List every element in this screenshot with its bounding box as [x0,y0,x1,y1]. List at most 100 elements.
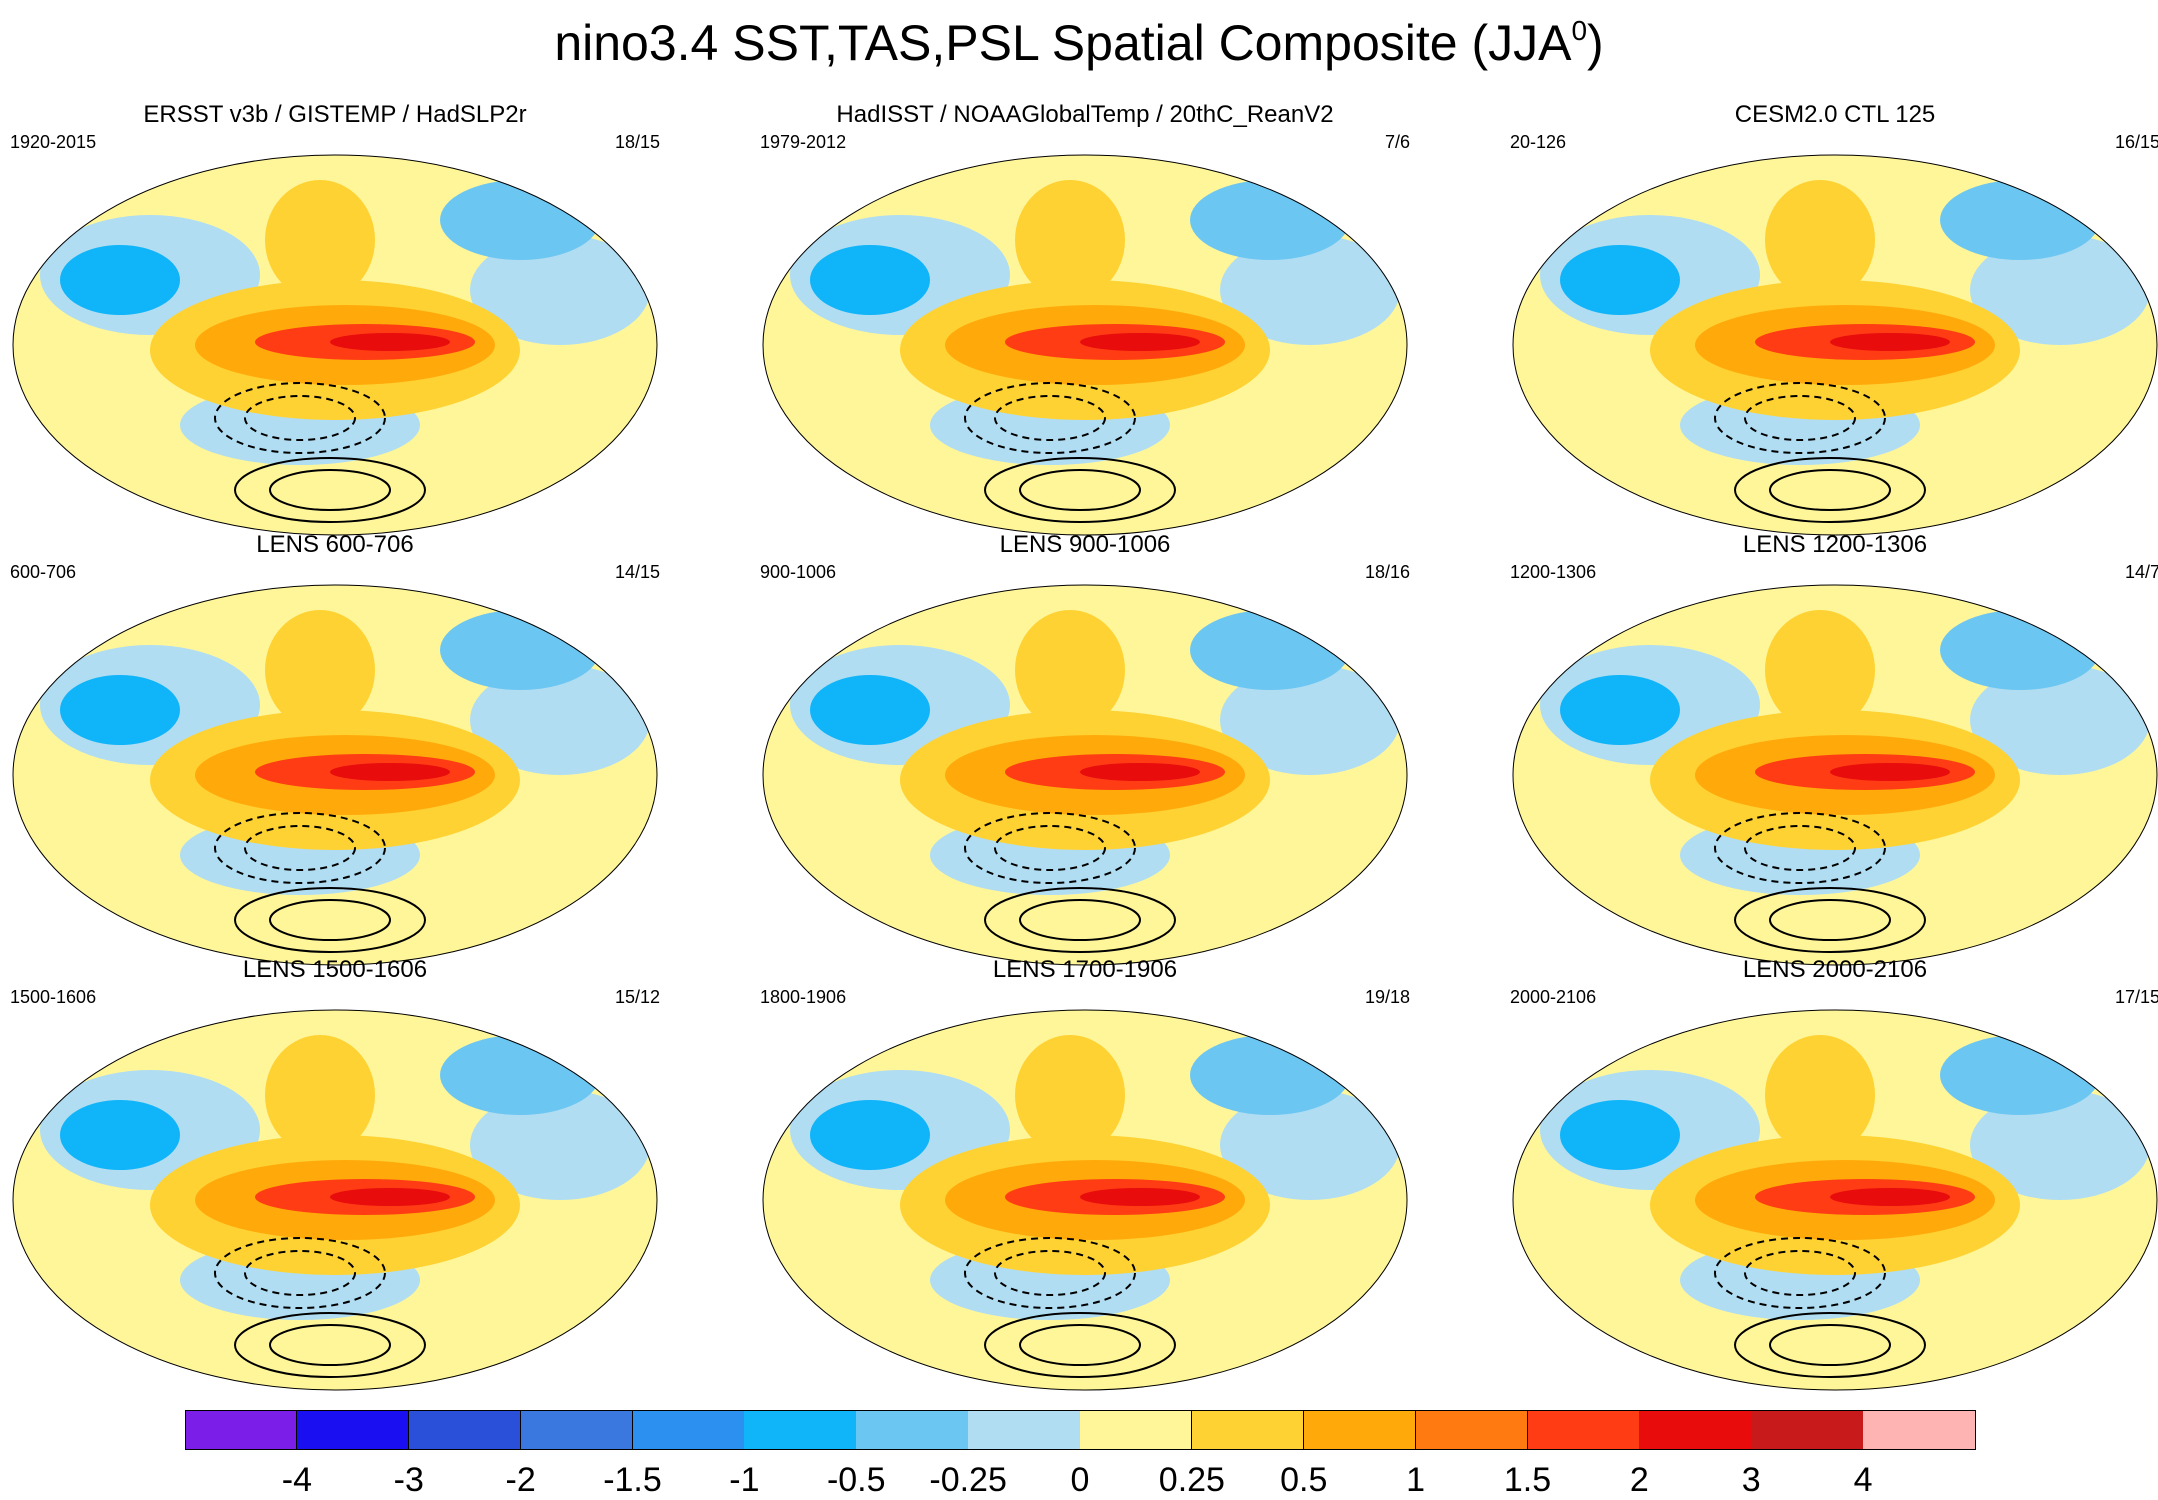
robinson-map [762,1009,1408,1391]
figure-title: nino3.4 SST,TAS,PSL Spatial Composite (J… [0,8,2158,78]
panel-title: LENS 1700-1906 [992,956,1178,983]
panel-event-count: 18/16 [1364,562,1410,582]
figure-title-text: nino3.4 SST,TAS,PSL Spatial Composite (J… [554,15,1572,71]
map-outline [12,1009,658,1391]
colorbar-swatch [1639,1410,1752,1450]
warm-anomaly-north-pacific [1015,180,1125,300]
warm-anomaly-north-pacific [1015,610,1125,730]
panel-event-count: 17/15 [2114,987,2158,1007]
colorbar-swatch [968,1410,1081,1450]
map-outline [12,154,658,536]
slp-contour-negative [964,382,1136,454]
map-field [1513,585,2157,965]
robinson-map [12,154,658,536]
panel-title: LENS 1200-1306 [1742,531,1928,558]
map-outline [1512,584,2158,966]
slp-contour-positive [1019,1324,1141,1366]
warm-anomaly-north-pacific [1765,610,1875,730]
panel-event-count: 18/15 [614,132,660,152]
slp-contour-negative [1714,382,1886,454]
colorbar-label: -3 [393,1461,424,1499]
slp-contour-negative [244,1250,356,1296]
map-outline [762,154,1408,536]
slp-contour-negative [1714,812,1886,884]
robinson-map [1512,154,2158,536]
robinson-map [12,584,658,966]
panel-event-count: 7/6 [1384,132,1410,152]
colorbar-label: -0.25 [929,1461,1007,1499]
colorbar-label: -1 [729,1461,760,1499]
map-outline [762,1009,1408,1391]
panel-event-count: 14/7 [2124,562,2158,582]
slp-contour-negative [1744,825,1856,871]
map-outline [1512,154,2158,536]
slp-contour-positive [1734,1312,1926,1378]
cool-anomaly-atlantic [1970,665,2150,775]
slp-contour-negative [1744,1250,1856,1296]
warm-anomaly-tongue-peak [1830,1188,1950,1206]
panel-years: 900-1006 [760,562,837,582]
slp-contour-positive [984,887,1176,953]
cool-anomaly-atlantic [1220,1090,1400,1200]
slp-contour-negative [244,825,356,871]
slp-contour-negative [1714,1237,1886,1309]
cool-anomaly-maritime [60,245,180,315]
cool-anomaly-atlantic [1970,235,2150,345]
cool-anomaly-atlantic [470,665,650,775]
slp-contour-negative [964,812,1136,884]
colorbar-swatch [1191,1410,1305,1450]
map-outline [12,584,658,966]
cool-anomaly-maritime [810,1100,930,1170]
colorbar-swatch [1303,1410,1417,1450]
cool-anomaly-atlantic [1970,1090,2150,1200]
slp-contour-positive [1769,469,1891,511]
colorbar-swatch [1415,1410,1528,1450]
panel-years: 1979-2012 [760,132,847,152]
figure-title-close: ) [1587,15,1604,71]
map-field [763,155,1407,535]
cool-anomaly-north [1940,1035,2100,1115]
map-outline [1512,1009,2158,1391]
slp-contour-negative [994,825,1106,871]
warm-anomaly-tongue-peak [330,1188,450,1206]
slp-contour-positive [269,469,391,511]
warm-anomaly-tongue-peak [1830,763,1950,781]
cool-anomaly-north [1190,180,1350,260]
panel-title: CESM2.0 CTL 125 [1734,101,1936,128]
panel-years: 1200-1306 [1510,562,1597,582]
warm-anomaly-north-pacific [1765,1035,1875,1155]
colorbar-swatch [296,1410,410,1450]
warm-anomaly-north-pacific [265,180,375,300]
warm-anomaly-north-pacific [1015,1035,1125,1155]
colorbar-label: 1 [1406,1461,1426,1499]
panel-title: ERSST v3b / GISTEMP / HadSLP2r [143,101,527,128]
slp-contour-negative [214,812,386,884]
map-panel: LENS 900-1006 900-1006 18/16 [750,530,1420,970]
robinson-map [762,584,1408,966]
panel-years: 600-706 [10,562,77,582]
colorbar-swatch [185,1410,298,1450]
panel-event-count: 14/15 [614,562,660,582]
cool-anomaly-north [440,610,600,690]
map-panel: HadISST / NOAAGlobalTemp / 20thC_ReanV2 1… [750,100,1420,540]
colorbar-label: 0.5 [1280,1461,1328,1499]
robinson-map [12,1009,658,1391]
colorbar-swatch [856,1410,969,1450]
cool-anomaly-north [440,1035,600,1115]
slp-contour-positive [1769,899,1891,941]
cool-anomaly-maritime [810,245,930,315]
cool-anomaly-maritime [60,675,180,745]
map-panel: LENS 1200-1306 1200-1306 14/7 [1500,530,2158,970]
colorbar-label: 0.25 [1158,1461,1225,1499]
colorbar [185,1410,1976,1452]
cool-anomaly-atlantic [1220,235,1400,345]
map-field [763,585,1407,965]
cool-anomaly-north [1190,610,1350,690]
cool-anomaly-maritime [1560,675,1680,745]
colorbar-label: -1.5 [603,1461,662,1499]
slp-contour-positive [1019,899,1141,941]
map-panel: LENS 600-706 600-706 14/15 [0,530,670,970]
map-panel: LENS 1500-1606 1500-1606 15/12 [0,955,670,1395]
cool-anomaly-maritime [810,675,930,745]
slp-contour-negative [244,395,356,441]
